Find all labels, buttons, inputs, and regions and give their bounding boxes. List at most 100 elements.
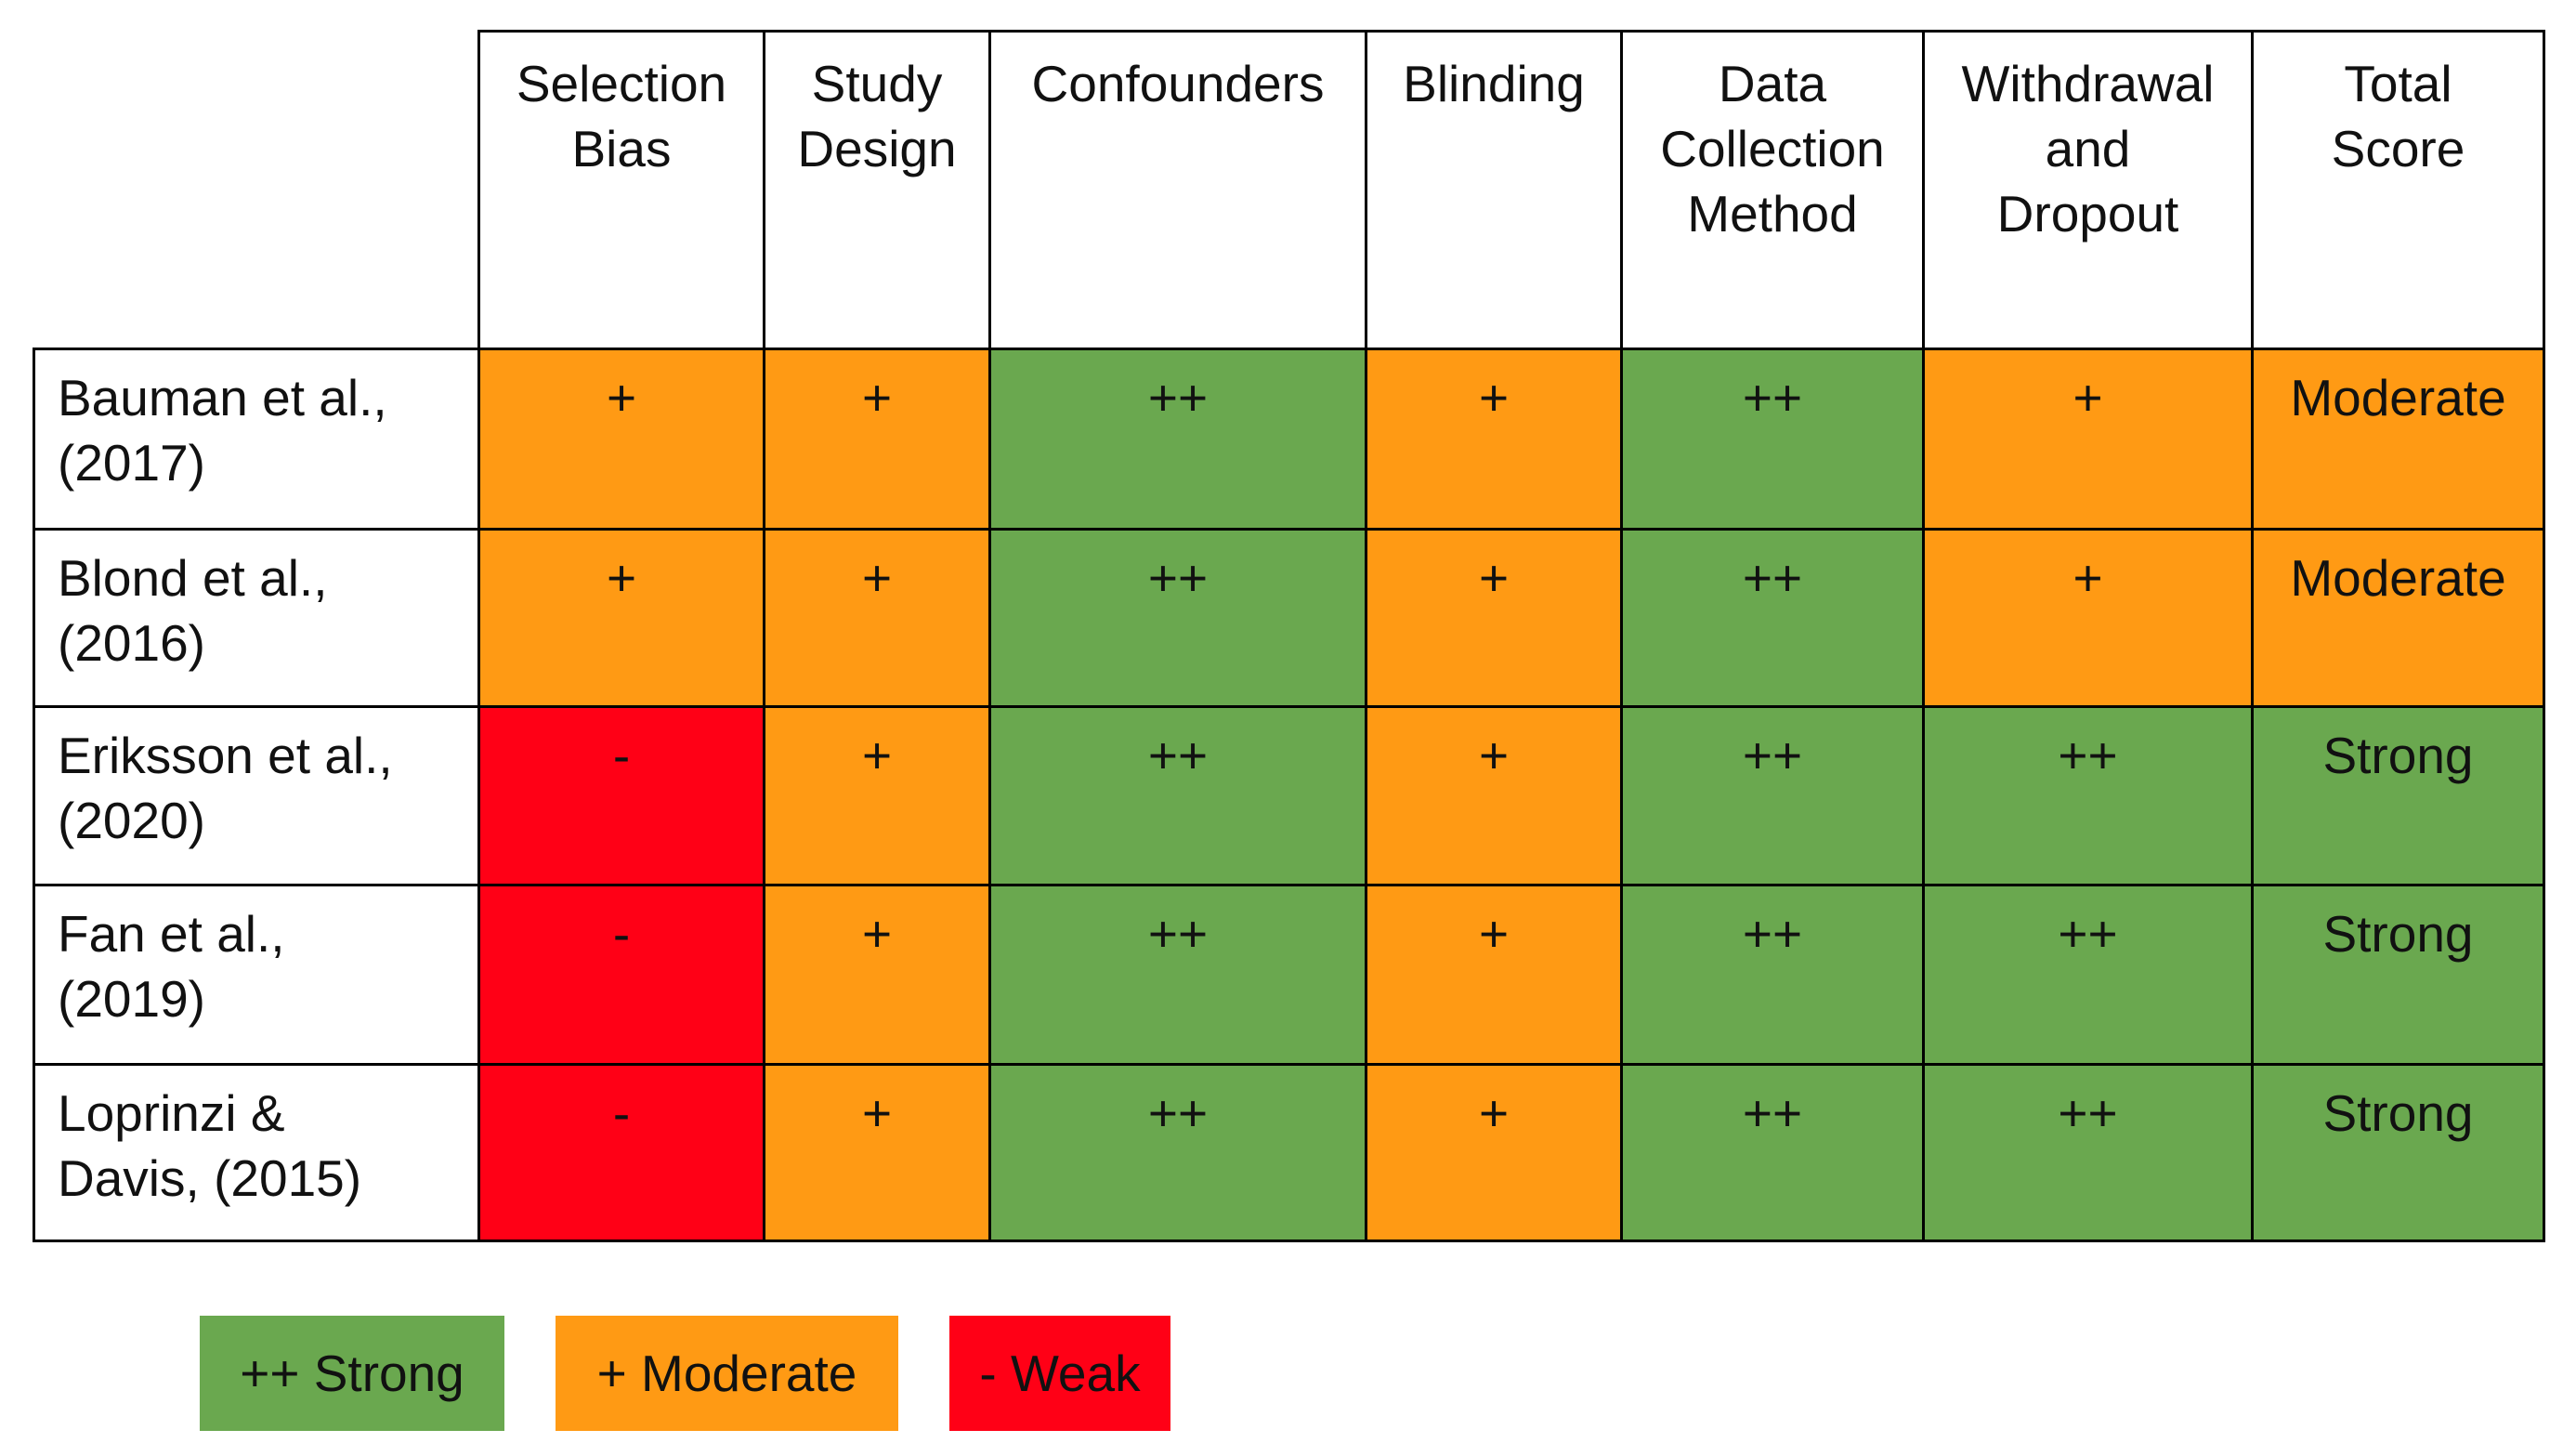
rating-text: ++ <box>2058 905 2118 963</box>
rating-text: + <box>861 1084 893 1142</box>
rating-cell: ++ <box>1922 1063 2254 1242</box>
rating-text: Strong <box>2322 1084 2474 1142</box>
rating-text: ++ <box>1147 727 1209 784</box>
rating-text: ++ <box>2058 727 2118 784</box>
rating-cell: ++ <box>1620 348 1925 531</box>
rating-text: + <box>861 369 893 426</box>
rating-cell: ++ <box>988 1063 1367 1242</box>
column-header: Total Score <box>2251 30 2545 350</box>
rating-cell: + <box>477 348 765 531</box>
study-text: (2019) <box>58 970 205 1028</box>
study-text: Eriksson et al., <box>58 727 393 784</box>
rating-text: Moderate <box>2290 369 2506 426</box>
header-text: Withdrawal <box>1961 55 2215 112</box>
rating-text: - <box>612 1084 631 1142</box>
rating-text: + <box>861 549 893 607</box>
rating-text: - <box>612 905 631 963</box>
column-header: Confounders <box>988 30 1367 350</box>
rating-text: ++ <box>2058 1084 2118 1142</box>
study-text: Loprinzi & <box>58 1084 285 1142</box>
rating-text: + <box>606 549 637 607</box>
header-text: Bias <box>571 120 672 177</box>
legend-item: + Moderate <box>556 1316 898 1431</box>
study-text: (2020) <box>58 792 205 849</box>
rating-cell: Strong <box>2251 884 2545 1066</box>
rating-text: + <box>1478 549 1510 607</box>
header-text: Design <box>797 120 957 177</box>
rating-text: ++ <box>1147 549 1209 607</box>
header-text: Data <box>1718 55 1827 112</box>
rating-cell: + <box>477 528 765 708</box>
rating-cell: ++ <box>988 705 1367 886</box>
rating-cell: + <box>1365 528 1623 708</box>
rating-cell: ++ <box>1922 884 2254 1066</box>
header-text: Blinding <box>1403 55 1585 112</box>
rating-text: + <box>606 369 637 426</box>
header-text: Score <box>2331 120 2465 177</box>
rating-cell: Strong <box>2251 705 2545 886</box>
legend-item: ++ Strong <box>200 1316 504 1431</box>
rating-cell: ++ <box>988 528 1367 708</box>
rating-cell: Strong <box>2251 1063 2545 1242</box>
rating-cell: - <box>477 1063 765 1242</box>
rating-cell: ++ <box>988 884 1367 1066</box>
rating-cell: + <box>763 884 991 1066</box>
rating-text: + <box>2073 549 2103 607</box>
rating-cell: - <box>477 884 765 1066</box>
study-text: (2016) <box>58 614 205 672</box>
rating-text: + <box>2073 369 2103 426</box>
rating-text: + <box>861 905 893 963</box>
rating-text: - <box>612 727 631 784</box>
rating-cell: + <box>1365 348 1623 531</box>
rating-cell: ++ <box>1620 528 1925 708</box>
study-text: Bauman et al., <box>58 369 387 426</box>
study-text: Fan et al., <box>58 905 285 963</box>
rating-cell: ++ <box>988 348 1367 531</box>
rating-cell: + <box>1365 884 1623 1066</box>
rating-cell: + <box>1922 348 2254 531</box>
study-cell: Fan et al., (2019) <box>33 884 480 1066</box>
rating-cell: ++ <box>1922 705 2254 886</box>
rating-cell: Moderate <box>2251 528 2545 708</box>
rating-text: Strong <box>2322 727 2474 784</box>
column-header: Withdrawal and Dropout <box>1922 30 2254 350</box>
rating-text: + <box>861 727 893 784</box>
rating-text: ++ <box>1742 369 1803 426</box>
header-text: Confounders <box>1031 55 1325 112</box>
rating-text: + <box>1478 727 1510 784</box>
study-text: Davis, (2015) <box>58 1149 362 1207</box>
header-text: Total <box>2344 55 2452 112</box>
column-header: Blinding <box>1365 30 1623 350</box>
rating-cell: + <box>763 348 991 531</box>
rating-text: ++ <box>1742 905 1803 963</box>
rating-text: Moderate <box>2290 549 2506 607</box>
rating-cell: + <box>763 705 991 886</box>
rating-text: Strong <box>2322 905 2474 963</box>
column-header: Study Design <box>763 30 991 350</box>
study-cell: Bauman et al., (2017) <box>33 348 480 531</box>
header-text: Dropout <box>1996 185 2179 243</box>
study-cell: Blond et al., (2016) <box>33 528 480 708</box>
rating-cell: + <box>1365 1063 1623 1242</box>
rating-text: + <box>1478 905 1510 963</box>
legend-label: ++ Strong <box>240 1345 464 1402</box>
rating-text: ++ <box>1742 1084 1803 1142</box>
study-cell: Loprinzi & Davis, (2015) <box>33 1063 480 1242</box>
rating-cell: + <box>1365 705 1623 886</box>
study-text: (2017) <box>58 434 205 492</box>
header-text: Selection <box>516 55 727 112</box>
study-cell: Eriksson et al., (2020) <box>33 705 480 886</box>
legend-label: - Weak <box>979 1345 1141 1402</box>
rating-cell: ++ <box>1620 1063 1925 1242</box>
legend-label: + Moderate <box>596 1345 857 1402</box>
study-text: Blond et al., <box>58 549 328 607</box>
rating-cell: + <box>763 528 991 708</box>
rating-text: ++ <box>1742 549 1803 607</box>
header-text: Study <box>811 55 943 112</box>
header-text: and <box>2045 120 2131 177</box>
column-header: Data Collection Method <box>1620 30 1925 350</box>
rating-cell: + <box>1922 528 2254 708</box>
rating-text: ++ <box>1147 1084 1209 1142</box>
rating-text: ++ <box>1147 905 1209 963</box>
